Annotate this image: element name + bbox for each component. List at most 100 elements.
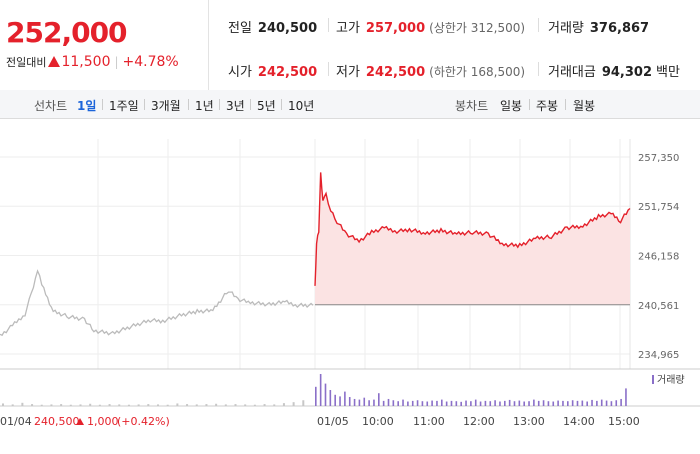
stat-label: 고가 [336,21,360,36]
period-1y-button[interactable]: 1년 [195,99,214,113]
volume-bar [137,404,140,406]
chart-canvas[interactable]: 257,350 251,754 246,158 240,561 234,965 거래량 01… [0,119,700,450]
volume-bar [387,398,390,406]
candle-chart-label: 봉차트 [455,99,489,113]
x-tick-label: 13:00 [513,415,545,428]
volume-bar [224,404,227,406]
volume-bar [494,400,496,406]
volume-bar [528,401,530,406]
y-tick-label: 257,350 [638,153,679,164]
volume-bar [339,396,341,406]
volume-bar [625,388,627,406]
volume-bar [499,401,501,406]
volume-bar [244,404,247,406]
volume-bar [157,404,159,406]
today-line [314,172,631,286]
candle-weekly-button[interactable]: 주봉 [536,99,559,113]
volume-bar [508,399,511,406]
volume-bar [319,374,322,406]
period-3y-button[interactable]: 3년 [226,99,245,113]
period-3m-button[interactable]: 3개월 [151,99,181,113]
stat-value: 376,867 [589,21,650,36]
volume-bar [368,400,370,406]
up-arrow-icon [48,56,61,67]
volume-bar [513,401,516,406]
volume-bar [69,404,72,406]
period-5y-button[interactable]: 5년 [257,99,276,113]
volume-bar [431,400,433,406]
volume-bar [40,404,43,406]
volume-bar [147,404,150,406]
stat-open: 시가 242,500 [228,61,317,80]
stat-label: 전일 [228,21,252,36]
period-10y-button[interactable]: 10년 [288,99,315,113]
separator [219,99,220,110]
up-arrow-icon [76,418,84,425]
x-tick-label: 01/04 [0,415,32,428]
volume-bar [474,399,477,406]
change-label: 전일대비 [6,56,47,69]
prev-day-line [0,269,314,337]
volume-bar [562,400,564,406]
volume-bar [407,401,409,406]
x-tick-label: 14:00 [563,415,595,428]
separator [281,99,282,110]
period-1w-button[interactable]: 1주일 [109,99,139,113]
volume-bar [615,400,618,406]
candle-daily-button[interactable]: 일봉 [500,99,523,113]
volume-bar [118,404,121,406]
volume-bar [455,401,458,406]
volume-bar [60,404,63,406]
volume-bar [523,401,525,406]
volume-bar [127,404,130,406]
quote-header: 252,000 전일대비 11,500 | +4.78% 전일 240,500 고가 25… [0,0,700,91]
volume-bar [50,404,53,406]
volume-bar [537,400,540,406]
volume-bar [31,404,34,406]
line-chart-label: 선차트 [34,99,68,113]
volume-bar [518,400,521,406]
volume-bar [596,400,598,406]
volume-bar [504,400,506,406]
volume-bar [89,403,92,406]
volume-bar [273,404,276,406]
volume-bar [282,403,285,406]
volume-bar [166,404,169,406]
volume-bar [329,390,332,406]
volume-bar [176,403,179,406]
stat-label: 거래량 [548,21,584,36]
volume-bar [392,400,395,406]
volume-bar [416,400,419,406]
separator [188,99,189,110]
x-tick-label: 11:00 [413,415,445,428]
volume-bar [600,399,603,406]
volume-bar [489,401,492,406]
volume-bar [460,401,462,406]
volume-bar [79,404,82,406]
stat-label: 저가 [336,65,360,80]
divider [328,18,329,32]
separator: | [114,55,119,69]
change-percent: +4.78% [122,54,179,70]
x-tick-label: 10:00 [362,415,394,428]
prev-day-change: 1,000 [87,415,119,428]
volume-bar [344,391,346,406]
volume-bar [363,397,366,406]
volume-bar [402,399,404,406]
volume-bar [484,400,487,406]
volume-bar [591,399,593,406]
volume-legend-label: 거래량 [657,374,685,386]
y-tick-label: 234,965 [638,350,679,361]
separator [102,99,103,110]
volume-bar [378,393,380,406]
candle-monthly-button[interactable]: 월봉 [573,99,596,113]
volume-bar [421,401,424,406]
stat-value: 94,302 [601,65,653,80]
price-chart[interactable]: 257,350 251,754 246,158 240,561 234,965 거래량 01… [0,119,700,450]
volume-bar [263,404,266,406]
period-1d-button[interactable]: 1일 [77,99,97,113]
stat-value: 242,500 [257,65,318,80]
stat-label: 거래대금 [548,65,596,80]
today-area [315,172,630,305]
y-tick-label: 240,561 [638,301,679,312]
